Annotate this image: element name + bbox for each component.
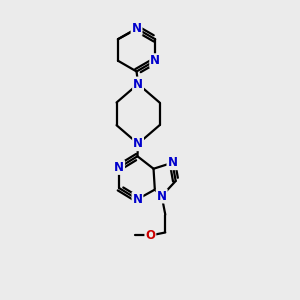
Text: O: O	[146, 229, 155, 242]
Text: N: N	[133, 137, 143, 150]
Text: N: N	[133, 77, 143, 91]
Text: N: N	[133, 193, 142, 206]
Text: N: N	[132, 22, 142, 35]
Text: N: N	[167, 156, 178, 169]
Text: N: N	[157, 190, 167, 202]
Text: N: N	[114, 161, 124, 174]
Text: N: N	[150, 54, 160, 67]
